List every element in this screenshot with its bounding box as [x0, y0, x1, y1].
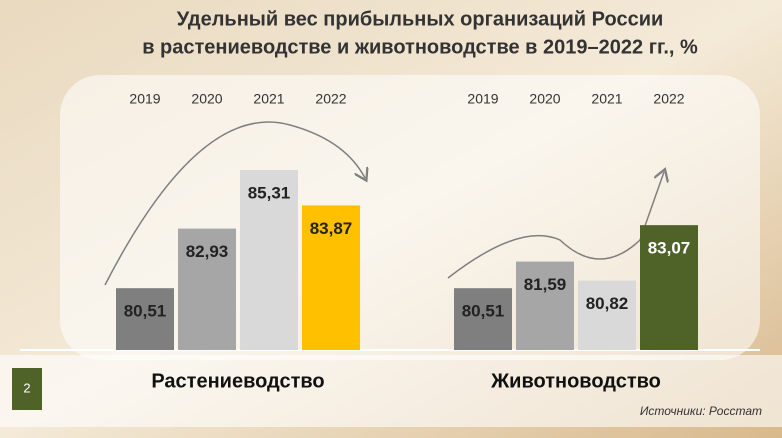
bar — [640, 225, 698, 350]
page-badge — [12, 368, 42, 410]
bar — [178, 228, 236, 350]
category-label: 2022 — [653, 91, 684, 107]
category-label: 2019 — [467, 91, 498, 107]
value-label: 83,87 — [310, 219, 353, 238]
value-label: 81,59 — [524, 275, 567, 294]
value-label: 80,51 — [462, 302, 505, 321]
category-label: 2021 — [253, 91, 284, 107]
chart-label: Растениеводство — [151, 370, 324, 392]
bar — [578, 280, 636, 350]
category-label: 2019 — [129, 91, 160, 107]
category-label: 2020 — [529, 91, 560, 107]
category-label: 2021 — [591, 91, 622, 107]
category-label: 2020 — [191, 91, 222, 107]
category-label: 2022 — [315, 91, 346, 107]
title-line: Удельный вес прибыльных организаций Росс… — [177, 8, 664, 30]
value-label: 85,31 — [248, 183, 291, 202]
trend-arrow — [104, 121, 365, 286]
page-number: 2 — [23, 380, 30, 395]
trend-arrow — [447, 172, 664, 279]
label-strip — [0, 355, 782, 427]
title-line: в растениеводстве и животноводстве в 201… — [142, 36, 698, 58]
bar — [240, 169, 298, 350]
source: Источники: Росстат — [640, 404, 762, 418]
value-label: 80,82 — [586, 294, 629, 313]
value-label: 83,07 — [648, 239, 691, 258]
bar — [116, 288, 174, 350]
bar — [516, 261, 574, 350]
chart-label: Животноводство — [490, 370, 661, 392]
value-label: 80,51 — [124, 302, 167, 321]
bar — [454, 288, 512, 350]
value-label: 82,93 — [186, 242, 229, 261]
bar — [302, 205, 360, 350]
